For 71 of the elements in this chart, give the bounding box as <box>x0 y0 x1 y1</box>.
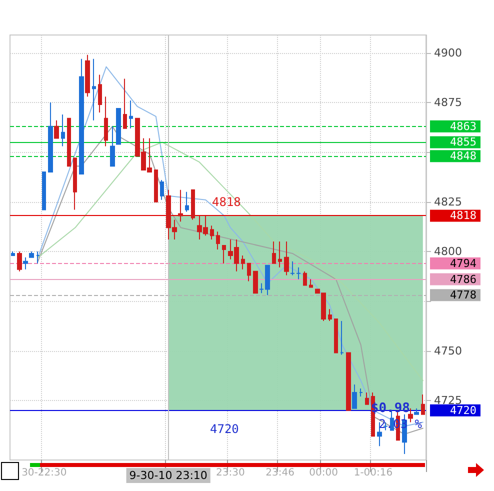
ref-line-label: 4855 <box>450 136 476 149</box>
ref-line-label: 4778 <box>450 288 476 302</box>
y-tick-label: 4900 <box>434 46 462 60</box>
candlestick <box>309 278 313 288</box>
candlestick <box>241 254 245 270</box>
candlestick <box>408 408 413 423</box>
y-tick-label: 4825 <box>434 195 462 208</box>
x-tick-label: 30-22:30 <box>22 468 67 478</box>
x-tick-label: 9-30-10 23:10 <box>129 469 208 482</box>
candlestick <box>85 54 90 98</box>
annotation: 4720 <box>210 422 239 436</box>
candlestick <box>116 108 121 145</box>
ref-line-label: 4848 <box>450 150 476 163</box>
ref-line-label: 4786 <box>450 272 476 286</box>
candlestick <box>328 308 332 322</box>
candlestick <box>110 126 115 167</box>
candlestick <box>123 78 127 129</box>
candlestick <box>303 270 307 286</box>
candlestick <box>210 225 214 240</box>
candlestick <box>11 250 15 256</box>
candlestick <box>290 260 295 276</box>
candlestick <box>98 74 102 113</box>
candlestick <box>23 256 28 270</box>
candlestick <box>191 189 195 220</box>
annotation: 4818 <box>212 195 241 209</box>
line-series <box>37 126 424 435</box>
candlestick <box>216 231 220 250</box>
ref-line-label: 4794 <box>450 256 477 270</box>
ref-line-label: 4818 <box>450 209 476 222</box>
candlestick <box>104 96 108 147</box>
candlestick <box>92 58 96 121</box>
y-tick-label: 4750 <box>434 344 462 358</box>
candlestick <box>29 250 34 258</box>
candlestick <box>154 170 158 202</box>
candlestick <box>36 250 40 264</box>
candlestick <box>247 262 251 282</box>
candlestick <box>296 266 301 280</box>
candlestick <box>54 120 59 139</box>
candlestick <box>67 118 71 167</box>
ref-line-label: 4863 <box>450 120 476 133</box>
candlestick <box>284 241 289 276</box>
candlestick <box>352 384 357 409</box>
candlestick <box>421 394 425 415</box>
candlestick <box>340 320 344 356</box>
candlestick <box>79 58 84 175</box>
candlestick <box>359 388 363 397</box>
candlestick <box>61 114 65 147</box>
x-tick-label: 00:00 <box>309 468 338 478</box>
candlestick <box>129 100 133 129</box>
candlestick <box>253 270 258 294</box>
candlestick <box>414 408 419 415</box>
candlestick <box>278 241 282 268</box>
y-tick-label: 4875 <box>434 96 462 110</box>
candlestick <box>42 172 46 210</box>
candlestick <box>365 392 369 405</box>
candlestick <box>185 191 189 212</box>
candlestick <box>17 250 22 272</box>
candlestick <box>334 318 338 354</box>
x-tick-label: 1-00:16 <box>354 468 393 478</box>
candlestick <box>178 189 183 222</box>
line-series <box>37 142 424 382</box>
x-tick-label: 23:46 <box>266 468 295 478</box>
candlestick <box>48 102 53 173</box>
y-tick-label: 4800 <box>434 244 462 258</box>
candlestick <box>222 245 226 264</box>
candlestick <box>160 179 164 200</box>
candlestick <box>73 158 77 210</box>
candlestick <box>346 352 351 411</box>
candlestick <box>272 241 276 264</box>
annotation: 2.03 % <box>378 417 423 431</box>
x-tick-label: 23:30 <box>216 468 245 478</box>
